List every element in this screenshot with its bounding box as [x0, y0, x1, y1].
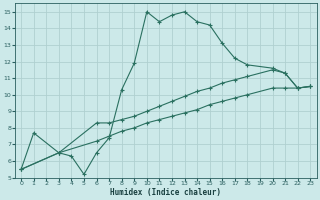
X-axis label: Humidex (Indice chaleur): Humidex (Indice chaleur) [110, 188, 221, 197]
